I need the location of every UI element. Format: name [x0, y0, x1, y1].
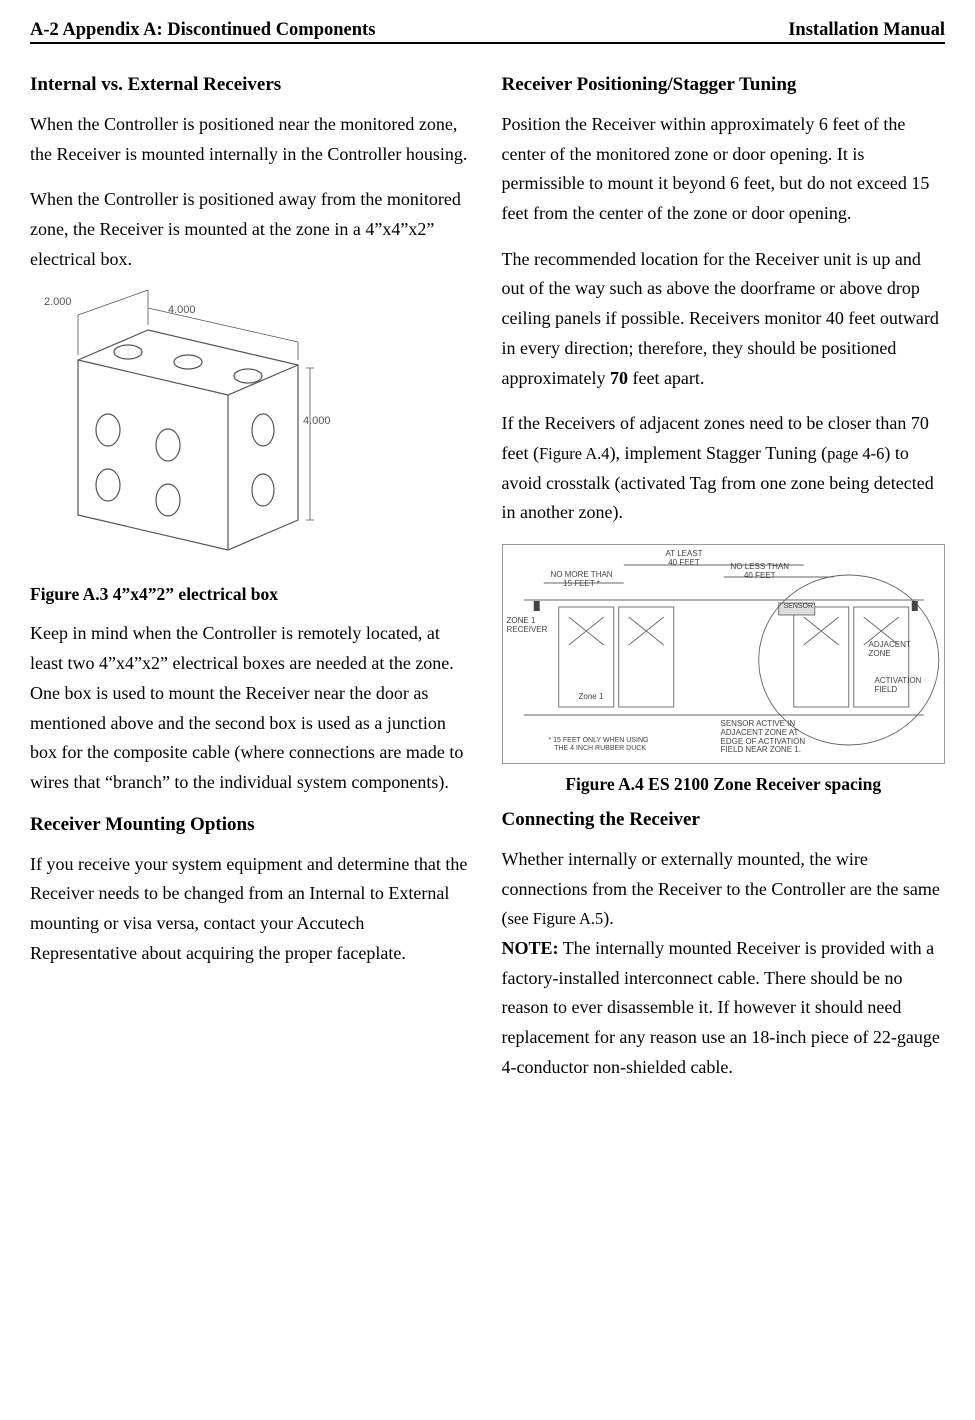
page-header: A-2 Appendix A: Discontinued Components …: [30, 20, 945, 44]
para-r3b: Figure A.4: [539, 444, 610, 463]
para-r4b: see Figure A.5: [508, 909, 604, 928]
lbl-sensor-active: SENSOR ACTIVE IN ADJACENT ZONE AT EDGE O…: [721, 720, 806, 755]
right-column: Receiver Positioning/Stagger Tuning Posi…: [502, 74, 946, 1098]
para-r5-rest: The internally mounted Receiver is provi…: [502, 938, 940, 1077]
para-r5: NOTE: The internally mounted Receiver is…: [502, 934, 946, 1082]
para-l3: Keep in mind when the Controller is remo…: [30, 619, 474, 797]
para-r3: If the Receivers of adjacent zones need …: [502, 409, 946, 528]
left-column: Internal vs. External Receivers When the…: [30, 74, 474, 1098]
lbl-sensor: SENSOR: [784, 603, 814, 611]
para-r4c: ).: [603, 908, 614, 928]
lbl-no-less: NO LESS THAN 40 FEET: [731, 563, 790, 581]
figure-a4-zone-spacing: AT LEAST 40 FEET NO MORE THAN 15 FEET * …: [502, 544, 946, 764]
figure-a4-caption: Figure A.4 ES 2100 Zone Receiver spacing: [502, 774, 946, 795]
lbl-zone1: Zone 1: [579, 693, 604, 702]
para-l1: When the Controller is positioned near t…: [30, 110, 474, 169]
lbl-activation: ACTIVATION FIELD: [875, 677, 922, 695]
lbl-no-more: NO MORE THAN 15 FEET *: [551, 571, 613, 589]
dim-2000: 2.000: [44, 296, 72, 308]
para-r3c: ), implement Stagger Tuning (: [610, 443, 828, 463]
header-right: Installation Manual: [788, 20, 945, 41]
lbl-at-least: AT LEAST 40 FEET: [666, 550, 703, 568]
para-r1: Position the Receiver within approximate…: [502, 110, 946, 229]
para-r2: The recommended location for the Receive…: [502, 245, 946, 393]
two-column-layout: Internal vs. External Receivers When the…: [30, 74, 945, 1098]
para-r2b: 70: [610, 368, 628, 388]
dim-4000-top: 4.000: [168, 304, 196, 316]
para-r2c: feet apart.: [628, 368, 704, 388]
heading-connecting: Connecting the Receiver: [502, 809, 946, 831]
figure-a3-electrical-box: 2.000 4.000 4.000: [48, 290, 368, 570]
heading-internal-external: Internal vs. External Receivers: [30, 74, 474, 96]
para-l4: If you receive your system equipment and…: [30, 850, 474, 969]
heading-mounting-options: Receiver Mounting Options: [30, 814, 474, 836]
para-r4: Whether internally or externally mounted…: [502, 845, 946, 934]
para-l2: When the Controller is positioned away f…: [30, 185, 474, 274]
header-left: A-2 Appendix A: Discontinued Components: [30, 20, 375, 41]
figure-a3-caption: Figure A.3 4”x4”2” electrical box: [30, 584, 474, 605]
lbl-zone1rec: ZONE 1 RECEIVER: [507, 617, 548, 635]
dim-4000-right: 4.000: [303, 415, 331, 427]
lbl-adjacent: ADJACENT ZONE: [869, 641, 911, 659]
heading-positioning: Receiver Positioning/Stagger Tuning: [502, 74, 946, 96]
para-r2a: The recommended location for the Receive…: [502, 249, 939, 388]
lbl-footnote: * 15 FEET ONLY WHEN USING THE 4 INCH RUB…: [549, 737, 649, 752]
electrical-box-icon: [48, 290, 368, 570]
para-r3d: page 4-6: [827, 444, 884, 463]
note-label: NOTE:: [502, 938, 559, 958]
